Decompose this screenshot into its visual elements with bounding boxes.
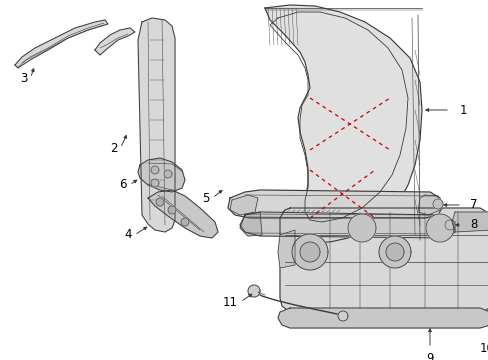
Polygon shape: [240, 212, 454, 238]
Polygon shape: [425, 214, 453, 242]
Polygon shape: [240, 212, 262, 236]
Text: 8: 8: [469, 219, 476, 231]
Polygon shape: [300, 242, 319, 262]
Text: 10: 10: [479, 342, 488, 355]
Text: 7: 7: [469, 198, 476, 211]
Polygon shape: [163, 170, 172, 178]
Polygon shape: [278, 230, 294, 268]
Text: 6: 6: [119, 179, 127, 192]
Polygon shape: [417, 195, 439, 215]
Polygon shape: [378, 236, 410, 268]
Text: 3: 3: [20, 72, 28, 85]
Text: 5: 5: [202, 192, 209, 204]
Polygon shape: [227, 190, 441, 218]
Polygon shape: [247, 285, 260, 297]
Text: 1: 1: [459, 104, 467, 117]
Polygon shape: [138, 158, 184, 192]
Text: 4: 4: [124, 229, 132, 242]
Polygon shape: [347, 214, 375, 242]
Polygon shape: [337, 311, 347, 321]
Polygon shape: [432, 199, 442, 209]
Polygon shape: [280, 208, 488, 312]
Text: 2: 2: [110, 141, 118, 154]
Polygon shape: [15, 20, 108, 68]
Text: 11: 11: [223, 296, 238, 309]
Polygon shape: [229, 195, 258, 215]
Polygon shape: [148, 190, 218, 238]
Polygon shape: [385, 243, 403, 261]
Polygon shape: [451, 212, 488, 232]
Polygon shape: [151, 179, 159, 187]
Polygon shape: [278, 308, 488, 328]
Polygon shape: [264, 5, 421, 242]
Polygon shape: [138, 18, 175, 232]
Polygon shape: [156, 198, 163, 206]
Polygon shape: [95, 28, 135, 55]
Text: 9: 9: [426, 352, 433, 360]
Polygon shape: [291, 234, 327, 270]
Polygon shape: [151, 166, 159, 174]
Polygon shape: [168, 206, 176, 214]
Polygon shape: [444, 220, 454, 230]
Polygon shape: [181, 218, 189, 226]
